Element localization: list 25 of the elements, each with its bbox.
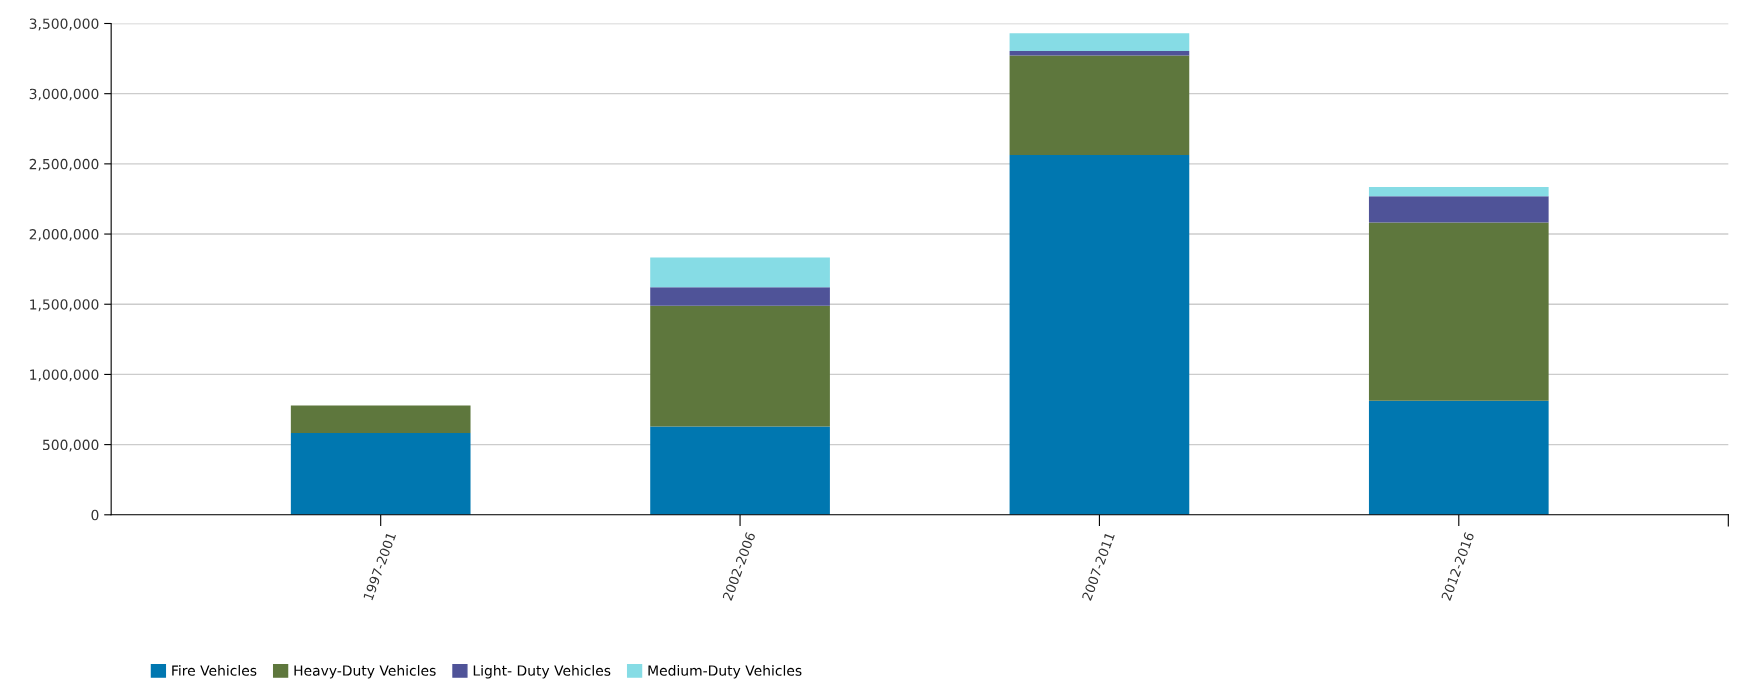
legend-label: Medium-Duty Vehicles — [648, 665, 802, 679]
y-tick-label: 2,500,000 — [29, 158, 99, 171]
y-tick-label: 1,500,000 — [30, 299, 99, 312]
y-tick-label: 0 — [91, 509, 99, 521]
y-tick-label: 1,000,000 — [30, 369, 99, 382]
legend-label: Heavy-Duty Vehicles — [294, 665, 436, 679]
bar — [1009, 55, 1190, 156]
bar — [1368, 400, 1549, 515]
bar — [290, 432, 471, 515]
y-tick-label: 3,500,000 — [29, 18, 99, 31]
y-tick-label: 3,000,000 — [29, 88, 99, 101]
y-tick-label: 2,000,000 — [29, 229, 99, 241]
legend-label: Fire Vehicles — [172, 665, 257, 676]
bar — [1368, 187, 1549, 197]
bar — [650, 287, 830, 306]
y-tick-label: 500,000 — [43, 439, 99, 452]
bar — [1368, 222, 1549, 401]
bar — [1368, 196, 1549, 223]
bar — [650, 305, 830, 427]
legend-label: Light- Duty Vehicles — [473, 665, 611, 679]
bar — [290, 405, 471, 433]
bar — [1009, 33, 1190, 52]
bar — [650, 257, 830, 288]
bar — [1009, 155, 1190, 515]
bar — [650, 426, 830, 515]
